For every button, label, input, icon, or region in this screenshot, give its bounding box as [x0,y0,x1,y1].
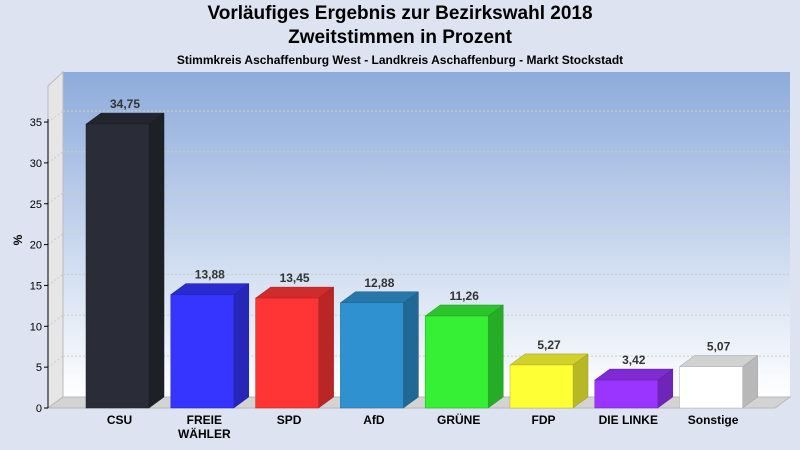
value-label: 13,88 [195,268,225,282]
bar-front [509,364,574,409]
value-label: 13,45 [280,271,310,285]
value-label: 5,07 [707,340,731,354]
bar [339,291,420,409]
chart-title: Vorläufiges Ergebnis zur Bezirkswahl 201… [207,3,593,24]
bar [509,353,589,409]
category-label: CSU [107,413,132,427]
gridline-side [47,274,64,286]
bar [424,304,504,409]
y-tick-label: 0 [36,403,42,415]
left-wall [47,70,64,409]
bar [85,112,165,409]
gridline-side [47,192,64,205]
y-axis-label: % [11,234,25,245]
bar-side [318,286,334,409]
x-axis-labels: CSU FREIE WÄHLER SPD AfD GRÜNE FDP DIE LINKE Son… [107,412,739,441]
bar-front [170,294,235,409]
y-tick-label: 25 [30,199,42,211]
gridline-side [47,355,64,368]
bar-front [594,379,659,409]
category-label: AfD [363,413,385,427]
category-label: Sonstige [688,413,739,427]
bar-side [233,283,250,409]
category-label: FREIE WÄHLER [178,413,231,441]
gridline-side [47,110,64,123]
bar-front [255,297,319,409]
y-tick-label: 5 [36,362,42,374]
bar [170,283,250,409]
y-axis: 0 5 10 15 20 25 30 35 [30,117,49,415]
gridline-side [47,151,64,164]
category-label: FDP [532,413,556,427]
gridline-side [47,233,64,246]
value-label: 11,26 [450,289,480,303]
y-tick-label: 35 [30,117,42,129]
chart-caption: Stimmkreis Aschaffenburg West - Landkrei… [176,53,624,67]
bar [594,368,674,409]
value-label: 34,75 [110,97,140,111]
bar-side [148,112,165,409]
category-label: GRÜNE [437,412,480,427]
bar-front [424,315,489,409]
bars: 34,75 13,88 13,45 12,88 11,26 5,27 3,42 5,07 [85,97,759,409]
bar-front [85,123,150,409]
bar [678,355,759,409]
value-label: 3,42 [622,353,646,367]
gridlines [47,110,790,368]
y-tick-label: 15 [30,280,42,292]
category-label: SPD [277,413,302,427]
y-tick-label: 30 [30,158,42,170]
y-tick-label: 20 [30,240,42,252]
bar [254,286,335,409]
value-label: 12,88 [364,276,394,290]
category-label: DIE LINKE [599,413,658,427]
gridline-side [47,314,64,327]
bar-front [340,302,404,409]
bar-side [403,291,419,409]
value-label: 5,27 [537,338,561,352]
chart-subtitle: Zweitstimmen in Prozent [288,27,512,48]
bar-front [679,366,743,409]
y-tick-label: 10 [30,321,42,333]
bar-side [487,304,504,409]
